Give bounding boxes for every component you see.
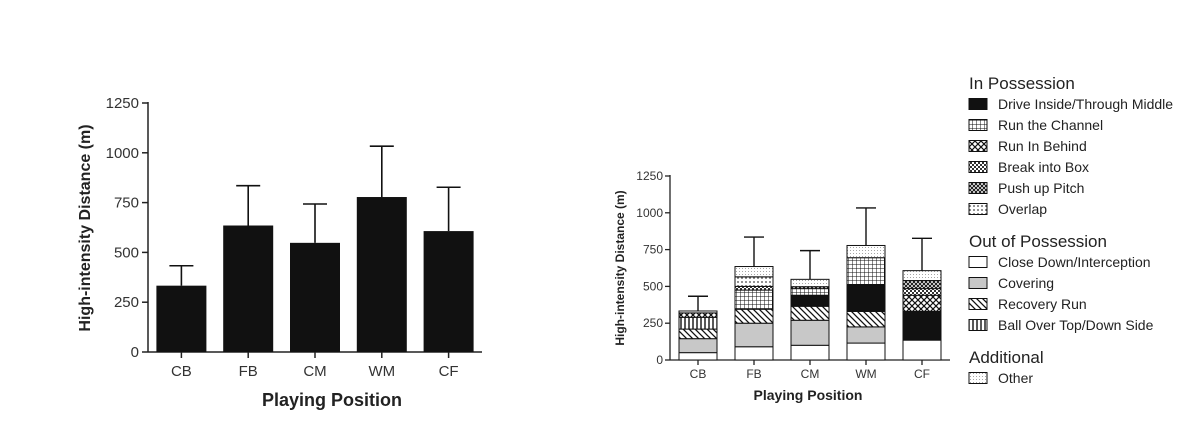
right-bar-cm-close-down-interception <box>790 344 830 361</box>
right-bar-cm-drive-inside-through-middle <box>790 294 830 307</box>
right-bar-fb-covering <box>734 322 774 348</box>
left-x-tick-label: CF <box>439 363 459 380</box>
right-bar-cm-covering <box>790 319 830 346</box>
right-chart-legend: In Possession Drive Inside/Through Middle… <box>968 74 1173 386</box>
right-bar-wm-other <box>846 244 886 259</box>
right-bar-cm-other <box>790 278 830 288</box>
right-y-axis-title: High-intensity Distance (m) <box>613 190 627 345</box>
legend-swatch-run-in-behind <box>968 140 988 152</box>
left-y-tick-label: 750 <box>114 195 139 212</box>
legend-heading: Additional <box>969 348 1044 367</box>
right-bar-cm-recovery-run <box>790 305 830 321</box>
left-y-tick-label: 250 <box>114 294 139 311</box>
legend-label: Push up Pitch <box>998 180 1084 196</box>
right-bar-wm-recovery-run <box>846 310 886 328</box>
legend-swatch-close-down-interception <box>968 256 988 268</box>
legend-label: Break into Box <box>998 159 1089 175</box>
legend-swatch-break-into-box <box>968 161 988 173</box>
left-y-tick-label: 1000 <box>106 145 139 162</box>
legend-swatch-overlap <box>968 203 988 215</box>
legend-label: Run In Behind <box>998 138 1087 154</box>
right-bar-cb-other <box>678 310 718 314</box>
legend-swatch-drive-inside-through-middle <box>968 98 988 110</box>
left-x-tick-label: WM <box>368 363 395 380</box>
right-bar-fb-recovery-run <box>734 308 774 324</box>
right-bar-cb-recovery-run <box>678 328 718 340</box>
right-bar-fb-close-down-interception <box>734 346 774 361</box>
left-y-tick-label: 1250 <box>106 95 139 112</box>
right-y-tick-label: 1250 <box>636 169 663 183</box>
right-bar-wm-drive-inside-through-middle <box>846 284 886 312</box>
legend-label: Overlap <box>998 201 1047 217</box>
left-bar-cf <box>423 231 474 352</box>
left-bar-cb <box>156 285 207 352</box>
right-bar-cf-push-up-pitch <box>902 280 942 290</box>
right-chart-marks: 0 250 500 750 1000 1250 CB FB CM WM CF <box>636 169 950 381</box>
left-x-axis-title: Playing Position <box>262 390 402 410</box>
left-y-tick-label: 0 <box>131 344 139 361</box>
right-x-axis-title: Playing Position <box>754 387 863 403</box>
right-bar-cm-run-the-channel <box>790 288 830 296</box>
right-bar-cf-break-into-box <box>902 288 942 296</box>
legend-swatch-other <box>968 372 988 384</box>
legend-label: Run the Channel <box>998 117 1103 133</box>
legend-swatch-covering <box>968 277 988 289</box>
legend-label: Ball Over Top/Down Side <box>998 317 1154 333</box>
left-bar-fb <box>223 225 274 352</box>
legend-swatch-ball-over-top-down-side <box>968 319 988 331</box>
right-bar-cf-close-down-interception <box>902 339 942 361</box>
legend-label: Other <box>998 370 1033 386</box>
legend-label: Drive Inside/Through Middle <box>998 96 1173 112</box>
right-bar-wm-close-down-interception <box>846 342 886 361</box>
left-x-tick-label: CM <box>303 363 326 380</box>
legend-label: Covering <box>998 275 1054 291</box>
right-y-tick-label: 0 <box>656 353 663 367</box>
right-bar-fb-run-the-channel <box>734 289 774 310</box>
right-bar-fb-overlap <box>734 276 774 287</box>
right-bar-cf-other <box>902 270 942 282</box>
left-y-tick-label: 500 <box>114 244 139 261</box>
right-x-tick-label: WM <box>855 367 876 381</box>
left-x-tick-label: FB <box>239 363 258 380</box>
right-bar-cf-drive-inside-through-middle <box>902 310 942 341</box>
right-bar-cf-run-in-behind <box>902 294 942 312</box>
left-bar-chart: 0 250 500 750 1000 1250 CB FB CM WM CF Playing Pos… <box>77 95 482 410</box>
right-y-tick-label: 500 <box>643 279 663 293</box>
right-x-tick-label: CM <box>801 367 820 381</box>
right-y-tick-label: 1000 <box>636 206 663 220</box>
right-bar-cb-covering <box>678 338 718 354</box>
right-bar-cb-run-in-behind <box>678 312 718 318</box>
right-bar-cb-ball-over-top-down-side <box>678 316 718 330</box>
left-bar-cm <box>290 242 340 352</box>
legend-label: Close Down/Interception <box>998 254 1151 270</box>
right-x-tick-label: CF <box>914 367 930 381</box>
right-stacked-bar-chart: 0 250 500 750 1000 1250 CB FB CM WM CF Playing Pos… <box>613 169 950 403</box>
left-y-axis-title: High-intensity Distance (m) <box>77 124 94 331</box>
legend-heading: Out of Possession <box>969 232 1107 251</box>
legend-swatch-push-up-pitch <box>968 182 988 194</box>
right-bar-wm-covering <box>846 326 886 344</box>
legend-swatch-recovery-run <box>968 298 988 310</box>
left-chart-marks: 0 250 500 750 1000 1250 CB FB CM WM CF <box>106 95 482 380</box>
right-y-tick-label: 250 <box>643 316 663 330</box>
legend-label: Recovery Run <box>998 296 1087 312</box>
right-bar-fb-other <box>734 266 774 278</box>
left-bar-wm <box>356 197 407 352</box>
right-x-tick-label: FB <box>746 367 761 381</box>
right-bar-fb-break-into-box <box>734 285 774 291</box>
right-bar-wm-run-the-channel <box>846 257 886 286</box>
right-bar-cb-close-down-interception <box>678 352 718 361</box>
legend-swatch-run-the-channel <box>968 119 988 131</box>
legend-heading: In Possession <box>969 74 1075 93</box>
right-x-tick-label: CB <box>690 367 707 381</box>
left-x-tick-label: CB <box>171 363 192 380</box>
right-y-tick-label: 750 <box>643 243 663 257</box>
